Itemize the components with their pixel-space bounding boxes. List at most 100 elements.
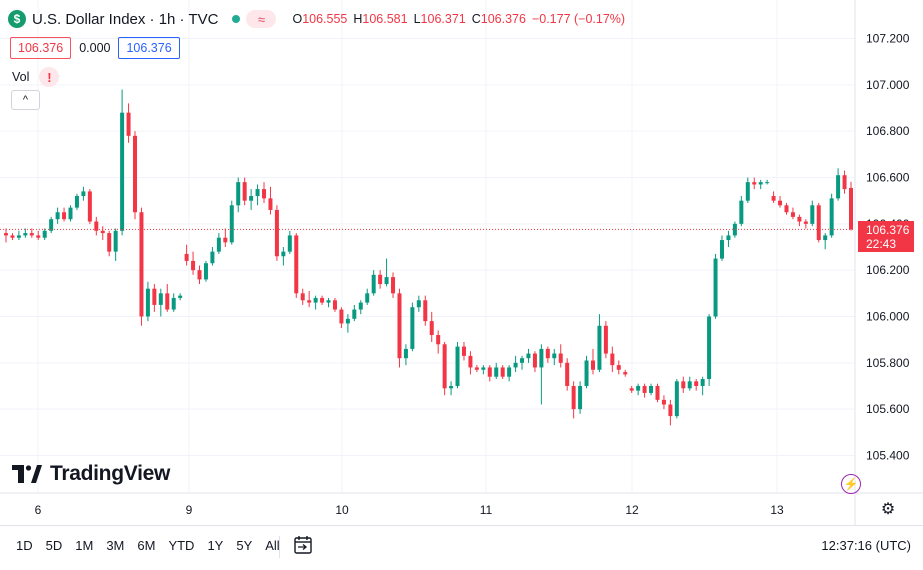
candle-body	[442, 344, 447, 389]
collapse-legend-button[interactable]: ^	[11, 90, 40, 110]
candle-body	[558, 353, 563, 363]
candle-body	[255, 189, 260, 197]
bottom-toolbar: 1D 5D 1M 3M 6M YTD 1Y 5Y All 12:37:16 (UTC)	[0, 525, 923, 570]
range-all[interactable]: All	[265, 538, 280, 553]
candle-body	[165, 293, 170, 310]
candle-body	[262, 189, 267, 199]
volume-legend: Vol !	[12, 67, 60, 87]
range-1m[interactable]: 1M	[75, 538, 94, 553]
warning-icon[interactable]: !	[39, 67, 60, 87]
candle-body	[616, 365, 621, 370]
range-ytd[interactable]: YTD	[168, 538, 195, 553]
candle-body	[307, 300, 312, 303]
y-tick-label: 105.600	[866, 402, 910, 416]
bid-price[interactable]: 106.376	[10, 37, 72, 59]
candle-body	[752, 182, 757, 185]
gear-icon[interactable]: ⚙	[880, 501, 896, 518]
time-axis[interactable]: 6 9 10 11 12 13	[35, 503, 784, 517]
candle-body	[184, 253, 189, 261]
candle-body	[178, 295, 183, 298]
candle-body	[668, 404, 673, 417]
ohlc-values: O106.555 H106.581 L106.371 C106.376 −0.177 (…	[292, 12, 625, 26]
range-5d[interactable]: 5D	[45, 538, 63, 553]
candle-body	[494, 367, 499, 377]
ask-price[interactable]: 106.376	[118, 37, 180, 59]
range-6m[interactable]: 6M	[137, 538, 156, 553]
chart-legend: $ U.S. Dollar Index · 1h · TVC ≈ O106.55…	[8, 8, 625, 30]
candle-body	[216, 237, 221, 252]
candle-body	[745, 182, 750, 201]
candle-body	[397, 293, 402, 359]
tradingview-logo[interactable]: TradingView	[12, 462, 170, 486]
candle-body	[107, 233, 112, 252]
wave-icon[interactable]: ≈	[246, 10, 277, 28]
grid	[0, 0, 923, 525]
candle-body	[681, 381, 686, 389]
candle-body	[636, 385, 641, 391]
candle-body	[133, 135, 138, 213]
candle-body	[642, 385, 647, 393]
candle-body	[236, 182, 241, 206]
bar-countdown: 22:43	[866, 237, 897, 251]
ohlc-item: H106.581	[353, 12, 407, 26]
candle-body	[120, 112, 125, 231]
candle-body	[126, 112, 131, 136]
range-1d[interactable]: 1D	[16, 538, 33, 553]
range-3m[interactable]: 3M	[106, 538, 125, 553]
range-1y[interactable]: 1Y	[207, 538, 224, 553]
candle-body	[816, 205, 821, 241]
candle-body	[687, 381, 692, 389]
candle-body	[100, 230, 105, 234]
candle-body	[371, 274, 376, 294]
candle-body	[423, 300, 428, 322]
date-range-selector: 1D 5D 1M 3M 6M YTD 1Y 5Y All	[16, 538, 280, 553]
candle-body	[771, 196, 776, 201]
x-tick-label: 10	[335, 503, 349, 517]
y-tick-label: 107.000	[866, 78, 910, 92]
candle-body	[694, 381, 699, 386]
y-tick-label: 105.400	[866, 448, 910, 462]
candle-body	[274, 209, 279, 257]
market-status-icon[interactable]	[232, 15, 241, 23]
candle-body	[552, 353, 557, 359]
divider	[279, 536, 280, 558]
ohlc-value: −0.177 (−0.17%)	[531, 12, 626, 26]
candle-body	[597, 325, 602, 370]
ohlc-key: H	[353, 12, 363, 26]
candle-body	[171, 297, 176, 310]
calendar-goto-icon[interactable]	[292, 535, 314, 555]
candle-body	[823, 235, 828, 241]
candle-body	[229, 205, 234, 243]
candle-body	[36, 235, 41, 238]
candle-body	[803, 221, 808, 224]
range-5y[interactable]: 5Y	[236, 538, 253, 553]
ohlc-value: 106.581	[362, 12, 408, 26]
candle-body	[191, 260, 196, 271]
lightning-icon[interactable]: ⚡	[841, 474, 861, 494]
utc-clock[interactable]: 12:37:16 (UTC)	[821, 538, 911, 553]
candle-body	[539, 348, 544, 368]
candle-body	[358, 302, 363, 310]
candle-body	[455, 346, 460, 386]
candle-body	[294, 235, 299, 294]
candle-body	[784, 205, 789, 213]
ohlc-value: 106.376	[480, 12, 526, 26]
candle-body	[661, 399, 666, 405]
candle-body	[578, 385, 583, 410]
candle-body	[700, 379, 705, 386]
candle-body	[610, 353, 615, 366]
candle-body	[726, 235, 731, 241]
candle-body	[532, 353, 537, 368]
chevron-up-icon: ^	[22, 94, 29, 106]
candle-body	[139, 212, 144, 317]
volume-label[interactable]: Vol	[12, 70, 30, 84]
candle-body	[623, 372, 628, 375]
candle-body	[655, 385, 660, 400]
symbol-title[interactable]: U.S. Dollar Index · 1h · TVC	[32, 10, 219, 28]
candle-body	[203, 263, 208, 280]
candle-body	[87, 191, 92, 222]
dollar-symbol-icon: $	[8, 10, 26, 28]
price-chart[interactable]: 105.400105.600105.800106.000106.200106.4…	[0, 0, 923, 525]
candle-body	[603, 325, 608, 354]
candle-body	[145, 288, 150, 317]
